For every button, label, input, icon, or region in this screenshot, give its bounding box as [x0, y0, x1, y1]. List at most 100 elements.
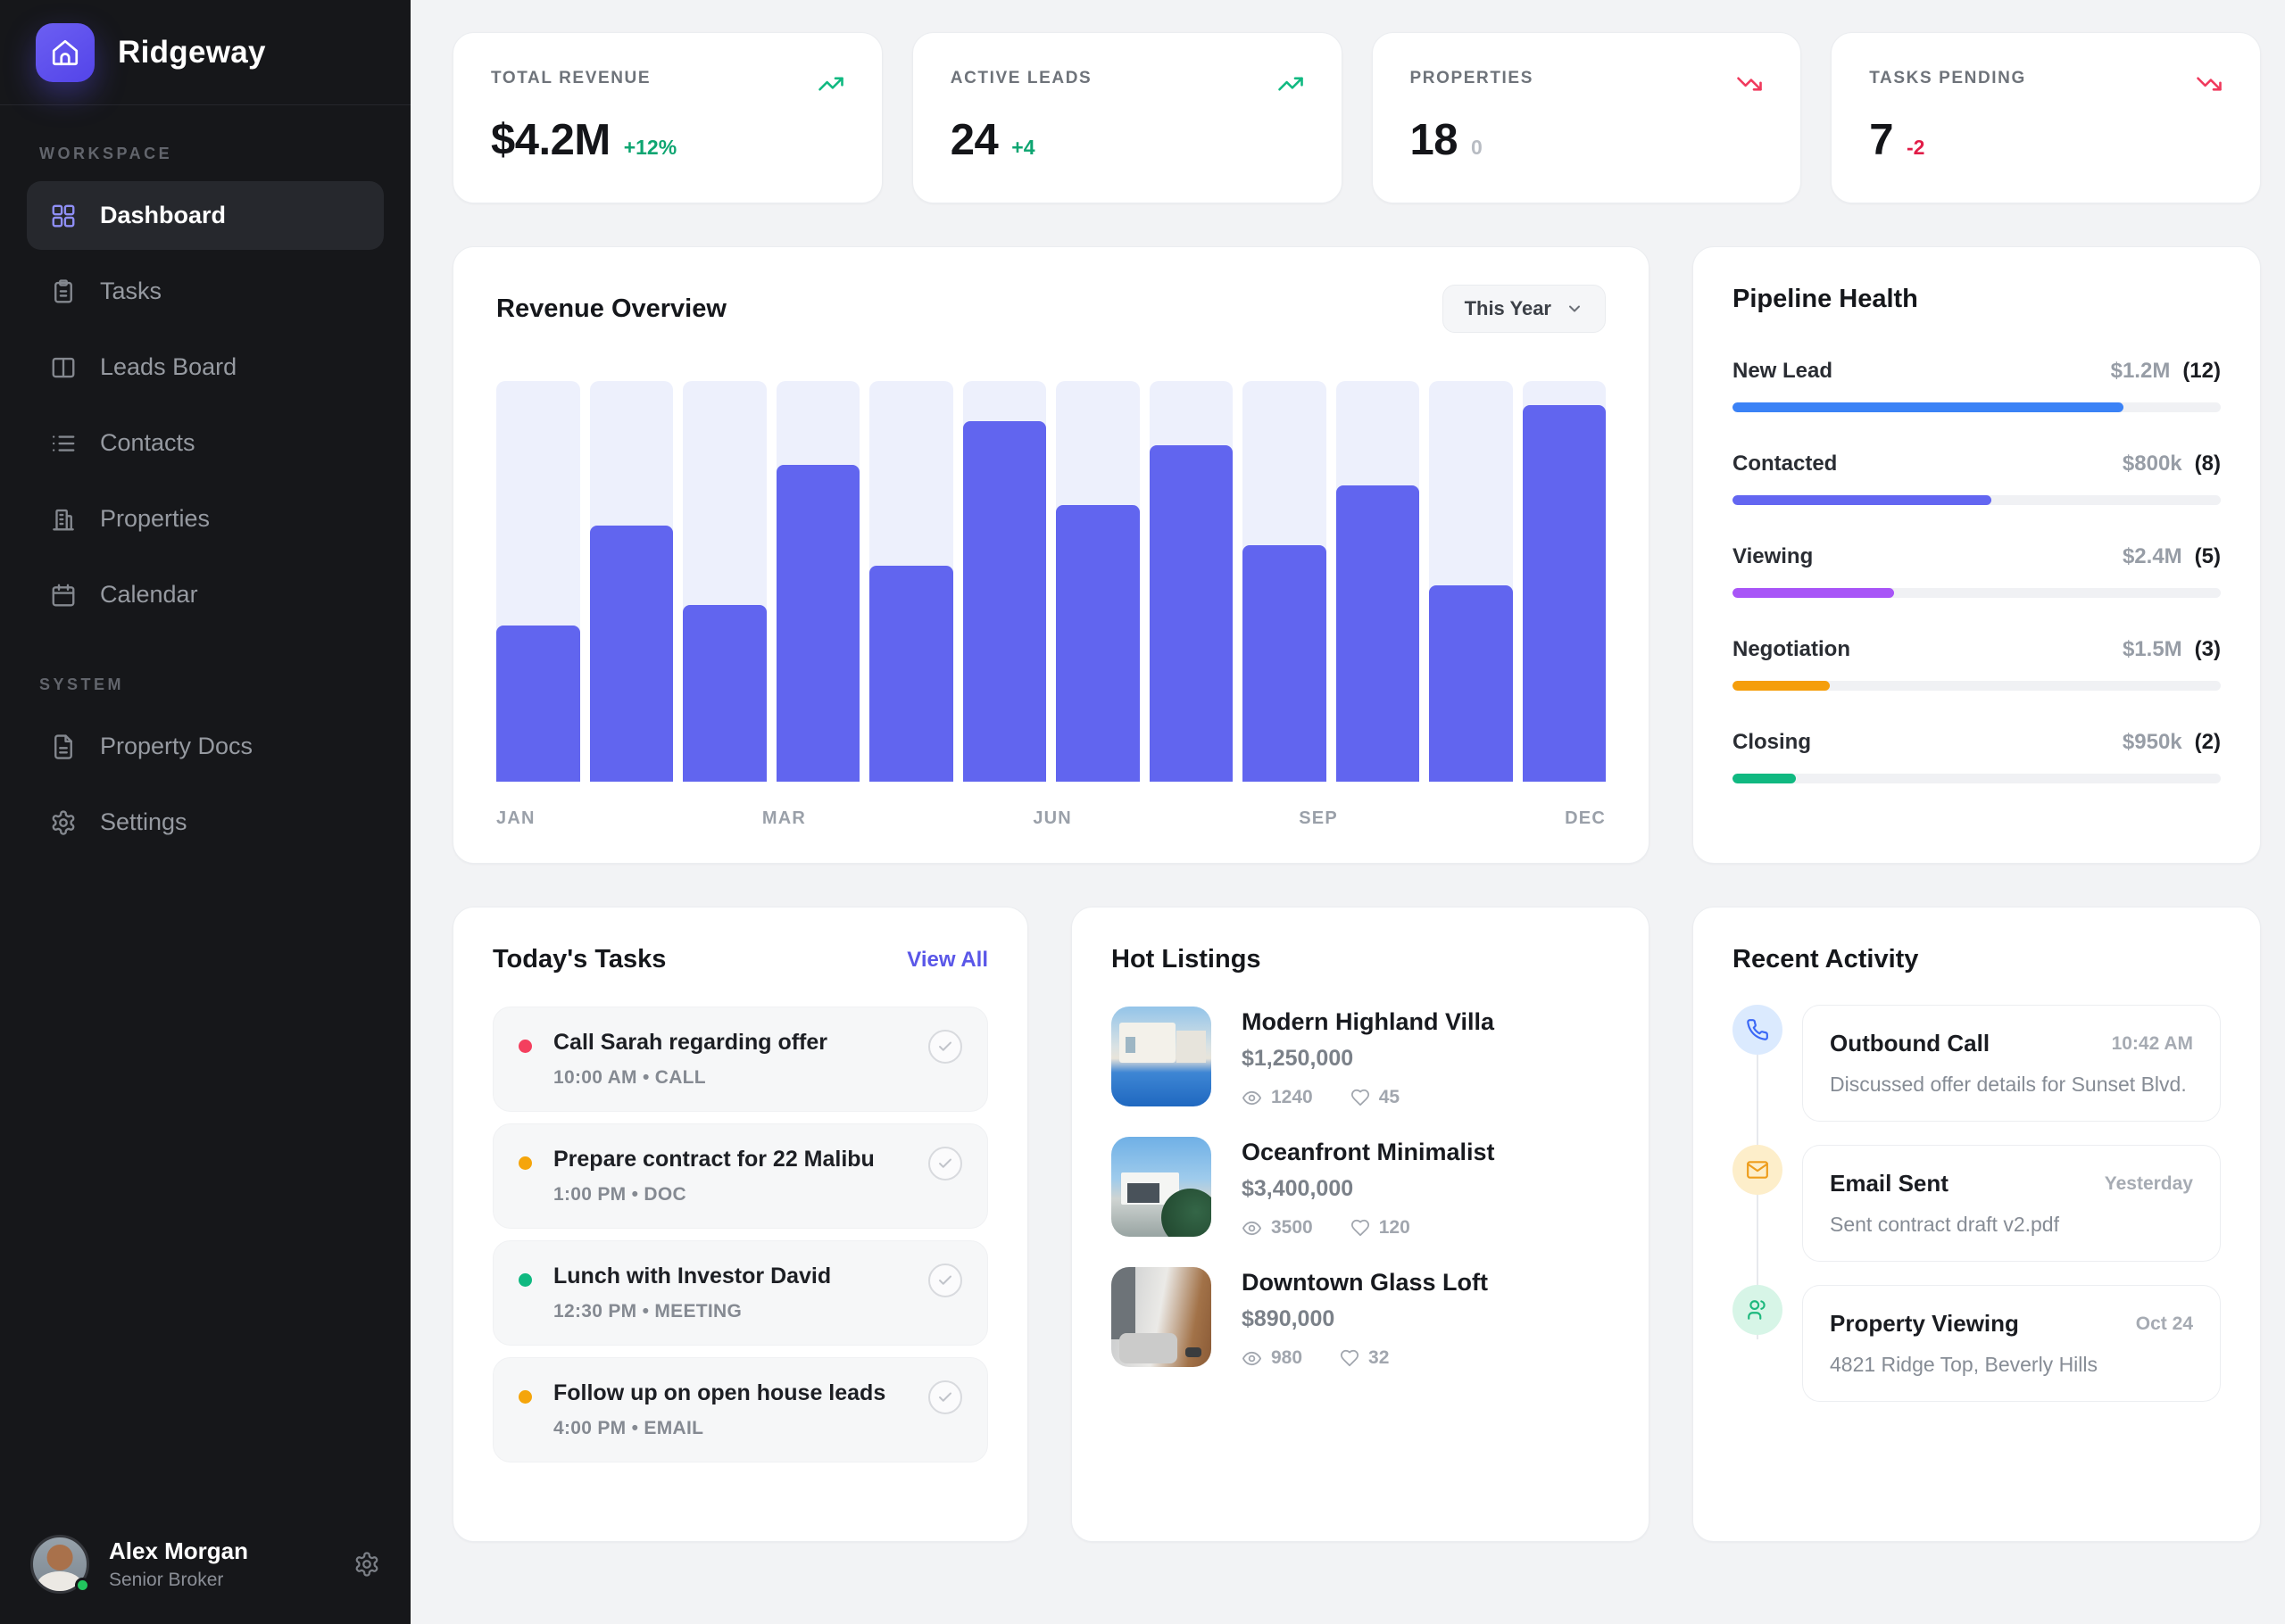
sidebar-item-property-docs[interactable]: Property Docs [27, 712, 384, 781]
sidebar-item-dashboard[interactable]: Dashboard [27, 181, 384, 250]
user-role: Senior Broker [109, 1570, 224, 1591]
chart-bar-feb [589, 381, 673, 782]
x-tick: MAR [761, 808, 807, 828]
listing-item[interactable]: Oceanfront Minimalist $3,400,000 3500 12… [1111, 1137, 1609, 1239]
user-settings-gear-icon[interactable] [353, 1551, 380, 1578]
pipeline-stage-closing: Closing $950k (2) [1732, 730, 2221, 783]
stage-count: (3) [2194, 637, 2221, 661]
task-item[interactable]: Follow up on open house leads 4:00 PM • … [493, 1357, 988, 1462]
trending-up-icon [1277, 70, 1304, 97]
stat-value: 7 [1869, 116, 1894, 164]
stage-value: $1.2M [2110, 359, 2171, 383]
task-complete-checkbox[interactable] [928, 1030, 962, 1064]
sidebar-item-tasks[interactable]: Tasks [27, 257, 384, 326]
gear-icon [50, 809, 77, 836]
sidebar-item-contacts[interactable]: Contacts [27, 409, 384, 477]
online-status-dot [75, 1578, 90, 1593]
stat-delta: +12% [623, 136, 677, 159]
task-priority-dot [519, 1273, 532, 1287]
stage-label: Negotiation [1732, 637, 1850, 661]
task-priority-dot [519, 1156, 532, 1170]
pipeline-stage-negotiation: Negotiation $1.5M (3) [1732, 637, 2221, 691]
stage-value: $800k [2122, 452, 2182, 476]
revenue-overview-card: Revenue Overview This Year [453, 246, 1649, 864]
sidebar-item-properties[interactable]: Properties [27, 485, 384, 553]
activity-description: Sent contract draft v2.pdf [1830, 1213, 2059, 1236]
stat-card-properties: PROPERTIES 18 0 [1371, 32, 1802, 203]
nav-section-system: SYSTEM [39, 675, 125, 693]
pipeline-health-card: Pipeline Health New Lead $1.2M (12) Cont… [1692, 246, 2261, 864]
stage-count: (12) [2182, 359, 2221, 383]
stat-delta: -2 [1907, 136, 1925, 159]
sidebar-item-label: Contacts [100, 429, 195, 456]
task-title: Lunch with Investor David [553, 1264, 832, 1288]
heart-icon [1350, 1218, 1370, 1238]
user-profile[interactable]: Alex Morgan Senior Broker [0, 1508, 411, 1624]
activity-detail-card: Outbound Call 10:42 AM Discussed offer d… [1802, 1005, 2221, 1122]
pipeline-health-title: Pipeline Health [1732, 285, 1918, 313]
activity-description: Discussed offer details for Sunset Blvd. [1830, 1073, 2187, 1096]
stage-progress-track [1732, 774, 2221, 783]
activity-detail-card: Email Sent Yesterday Sent contract draft… [1802, 1145, 2221, 1262]
activity-title: Outbound Call [1830, 1030, 1990, 1056]
chevron-down-icon [1566, 300, 1583, 318]
view-all-link[interactable]: View All [907, 947, 988, 972]
stage-progress-fill [1732, 588, 1894, 598]
stage-progress-track [1732, 495, 2221, 505]
stat-delta: 0 [1471, 136, 1483, 159]
listing-photo [1111, 1007, 1211, 1106]
activity-description: 4821 Ridge Top, Beverly Hills [1830, 1353, 2098, 1376]
activity-detail-card: Property Viewing Oct 24 4821 Ridge Top, … [1802, 1285, 2221, 1402]
sidebar-item-calendar[interactable]: Calendar [27, 560, 384, 629]
stage-value: $1.5M [2122, 637, 2182, 661]
listing-photo [1111, 1267, 1211, 1367]
task-complete-checkbox[interactable] [928, 1147, 962, 1181]
task-item[interactable]: Prepare contract for 22 Malibu 1:00 PM •… [493, 1123, 988, 1229]
task-title: Call Sarah regarding offer [553, 1030, 828, 1055]
hot-listings-title: Hot Listings [1111, 945, 1261, 974]
chart-bar-nov [1429, 381, 1513, 782]
sidebar-item-label: Property Docs [100, 733, 253, 759]
users-icon [1732, 1285, 1782, 1335]
x-tick: SEP [1299, 808, 1338, 828]
task-meta: 1:00 PM • DOC [553, 1184, 686, 1205]
heart-icon [1350, 1088, 1370, 1107]
clipboard-icon [50, 278, 77, 305]
x-tick: JAN [496, 808, 536, 828]
eye-icon [1242, 1218, 1262, 1239]
sidebar-item-settings[interactable]: Settings [27, 788, 384, 857]
listing-photo [1111, 1137, 1211, 1237]
task-meta: 10:00 AM • CALL [553, 1067, 706, 1088]
listing-title: Modern Highland Villa [1242, 1008, 1495, 1035]
activity-time: Oct 24 [2135, 1313, 2193, 1334]
activity-title: Email Sent [1830, 1170, 1948, 1197]
sidebar-item-leads-board[interactable]: Leads Board [27, 333, 384, 402]
activity-time: 10:42 AM [2111, 1032, 2193, 1054]
trending-up-icon [818, 70, 844, 97]
sidebar-item-label: Leads Board [100, 353, 237, 380]
x-tick: DEC [1565, 808, 1606, 828]
brand-header: Ridgeway [0, 0, 411, 105]
listing-item[interactable]: Downtown Glass Loft $890,000 980 32 [1111, 1267, 1609, 1369]
building-icon [50, 506, 77, 533]
columns-icon [50, 354, 77, 381]
task-priority-dot [519, 1390, 532, 1404]
listing-views: 980 [1271, 1347, 1303, 1368]
stat-card-total-revenue: TOTAL REVENUE $4.2M +12% [453, 32, 883, 203]
task-meta: 12:30 PM • MEETING [553, 1301, 743, 1322]
stage-label: New Lead [1732, 359, 1833, 383]
stat-label: PROPERTIES [1409, 69, 1533, 87]
stage-progress-track [1732, 588, 2221, 598]
listing-item[interactable]: Modern Highland Villa $1,250,000 1240 45 [1111, 1007, 1609, 1108]
task-item[interactable]: Lunch with Investor David 12:30 PM • MEE… [493, 1240, 988, 1346]
task-complete-checkbox[interactable] [928, 1380, 962, 1414]
chart-range-dropdown[interactable]: This Year [1442, 285, 1606, 333]
pipeline-stage-new-lead: New Lead $1.2M (12) [1732, 359, 2221, 412]
sidebar-item-label: Tasks [100, 278, 162, 304]
task-item[interactable]: Call Sarah regarding offer 10:00 AM • CA… [493, 1007, 988, 1112]
task-complete-checkbox[interactable] [928, 1264, 962, 1297]
listing-price: $1,250,000 [1242, 1046, 1354, 1071]
avatar [30, 1535, 89, 1594]
listing-likes: 32 [1368, 1347, 1390, 1368]
sidebar-item-label: Dashboard [100, 202, 227, 228]
